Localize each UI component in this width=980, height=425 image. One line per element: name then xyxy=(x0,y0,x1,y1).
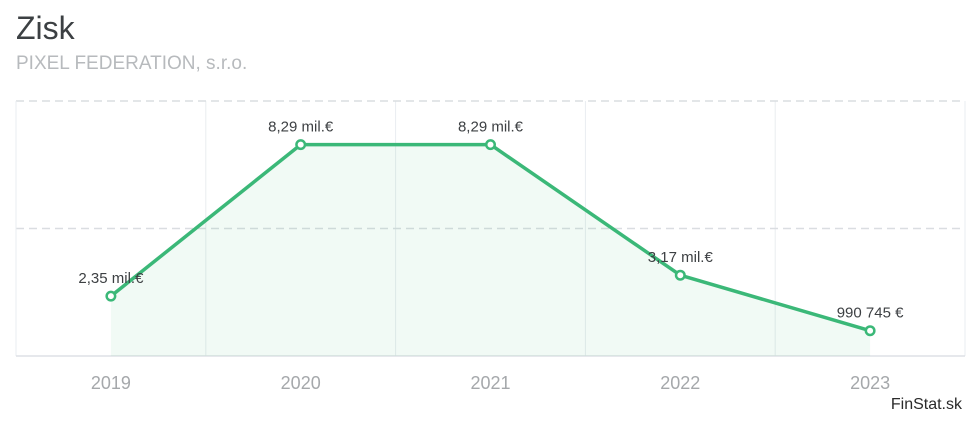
data-label-2021: 8,29 mil.€ xyxy=(458,119,524,136)
finstat-attribution-link[interactable]: FinStat.sk xyxy=(890,396,962,413)
data-point-2023[interactable] xyxy=(864,325,876,337)
data-label-2019: 2,35 mil.€ xyxy=(78,270,144,287)
data-point-2021[interactable] xyxy=(485,139,496,151)
data-label-2022: 3,17 mil.€ xyxy=(648,249,714,266)
data-label-2023: 990 745 € xyxy=(837,305,904,322)
x-tick-2020: 2020 xyxy=(281,373,321,393)
data-label-2020: 8,29 mil.€ xyxy=(268,119,334,136)
area-fill xyxy=(110,144,871,356)
data-point-2019[interactable] xyxy=(105,290,117,302)
company-name: PIXEL FEDERATION, s.r.o. xyxy=(16,53,248,74)
x-tick-2022: 2022 xyxy=(660,373,700,393)
data-point-2020[interactable] xyxy=(295,139,307,151)
x-tick-2019: 2019 xyxy=(91,373,131,393)
x-tick-2021: 2021 xyxy=(470,373,510,393)
data-point-2022[interactable] xyxy=(674,269,686,281)
x-tick-2023: 2023 xyxy=(850,373,890,393)
chart-title: Zisk xyxy=(16,10,75,46)
